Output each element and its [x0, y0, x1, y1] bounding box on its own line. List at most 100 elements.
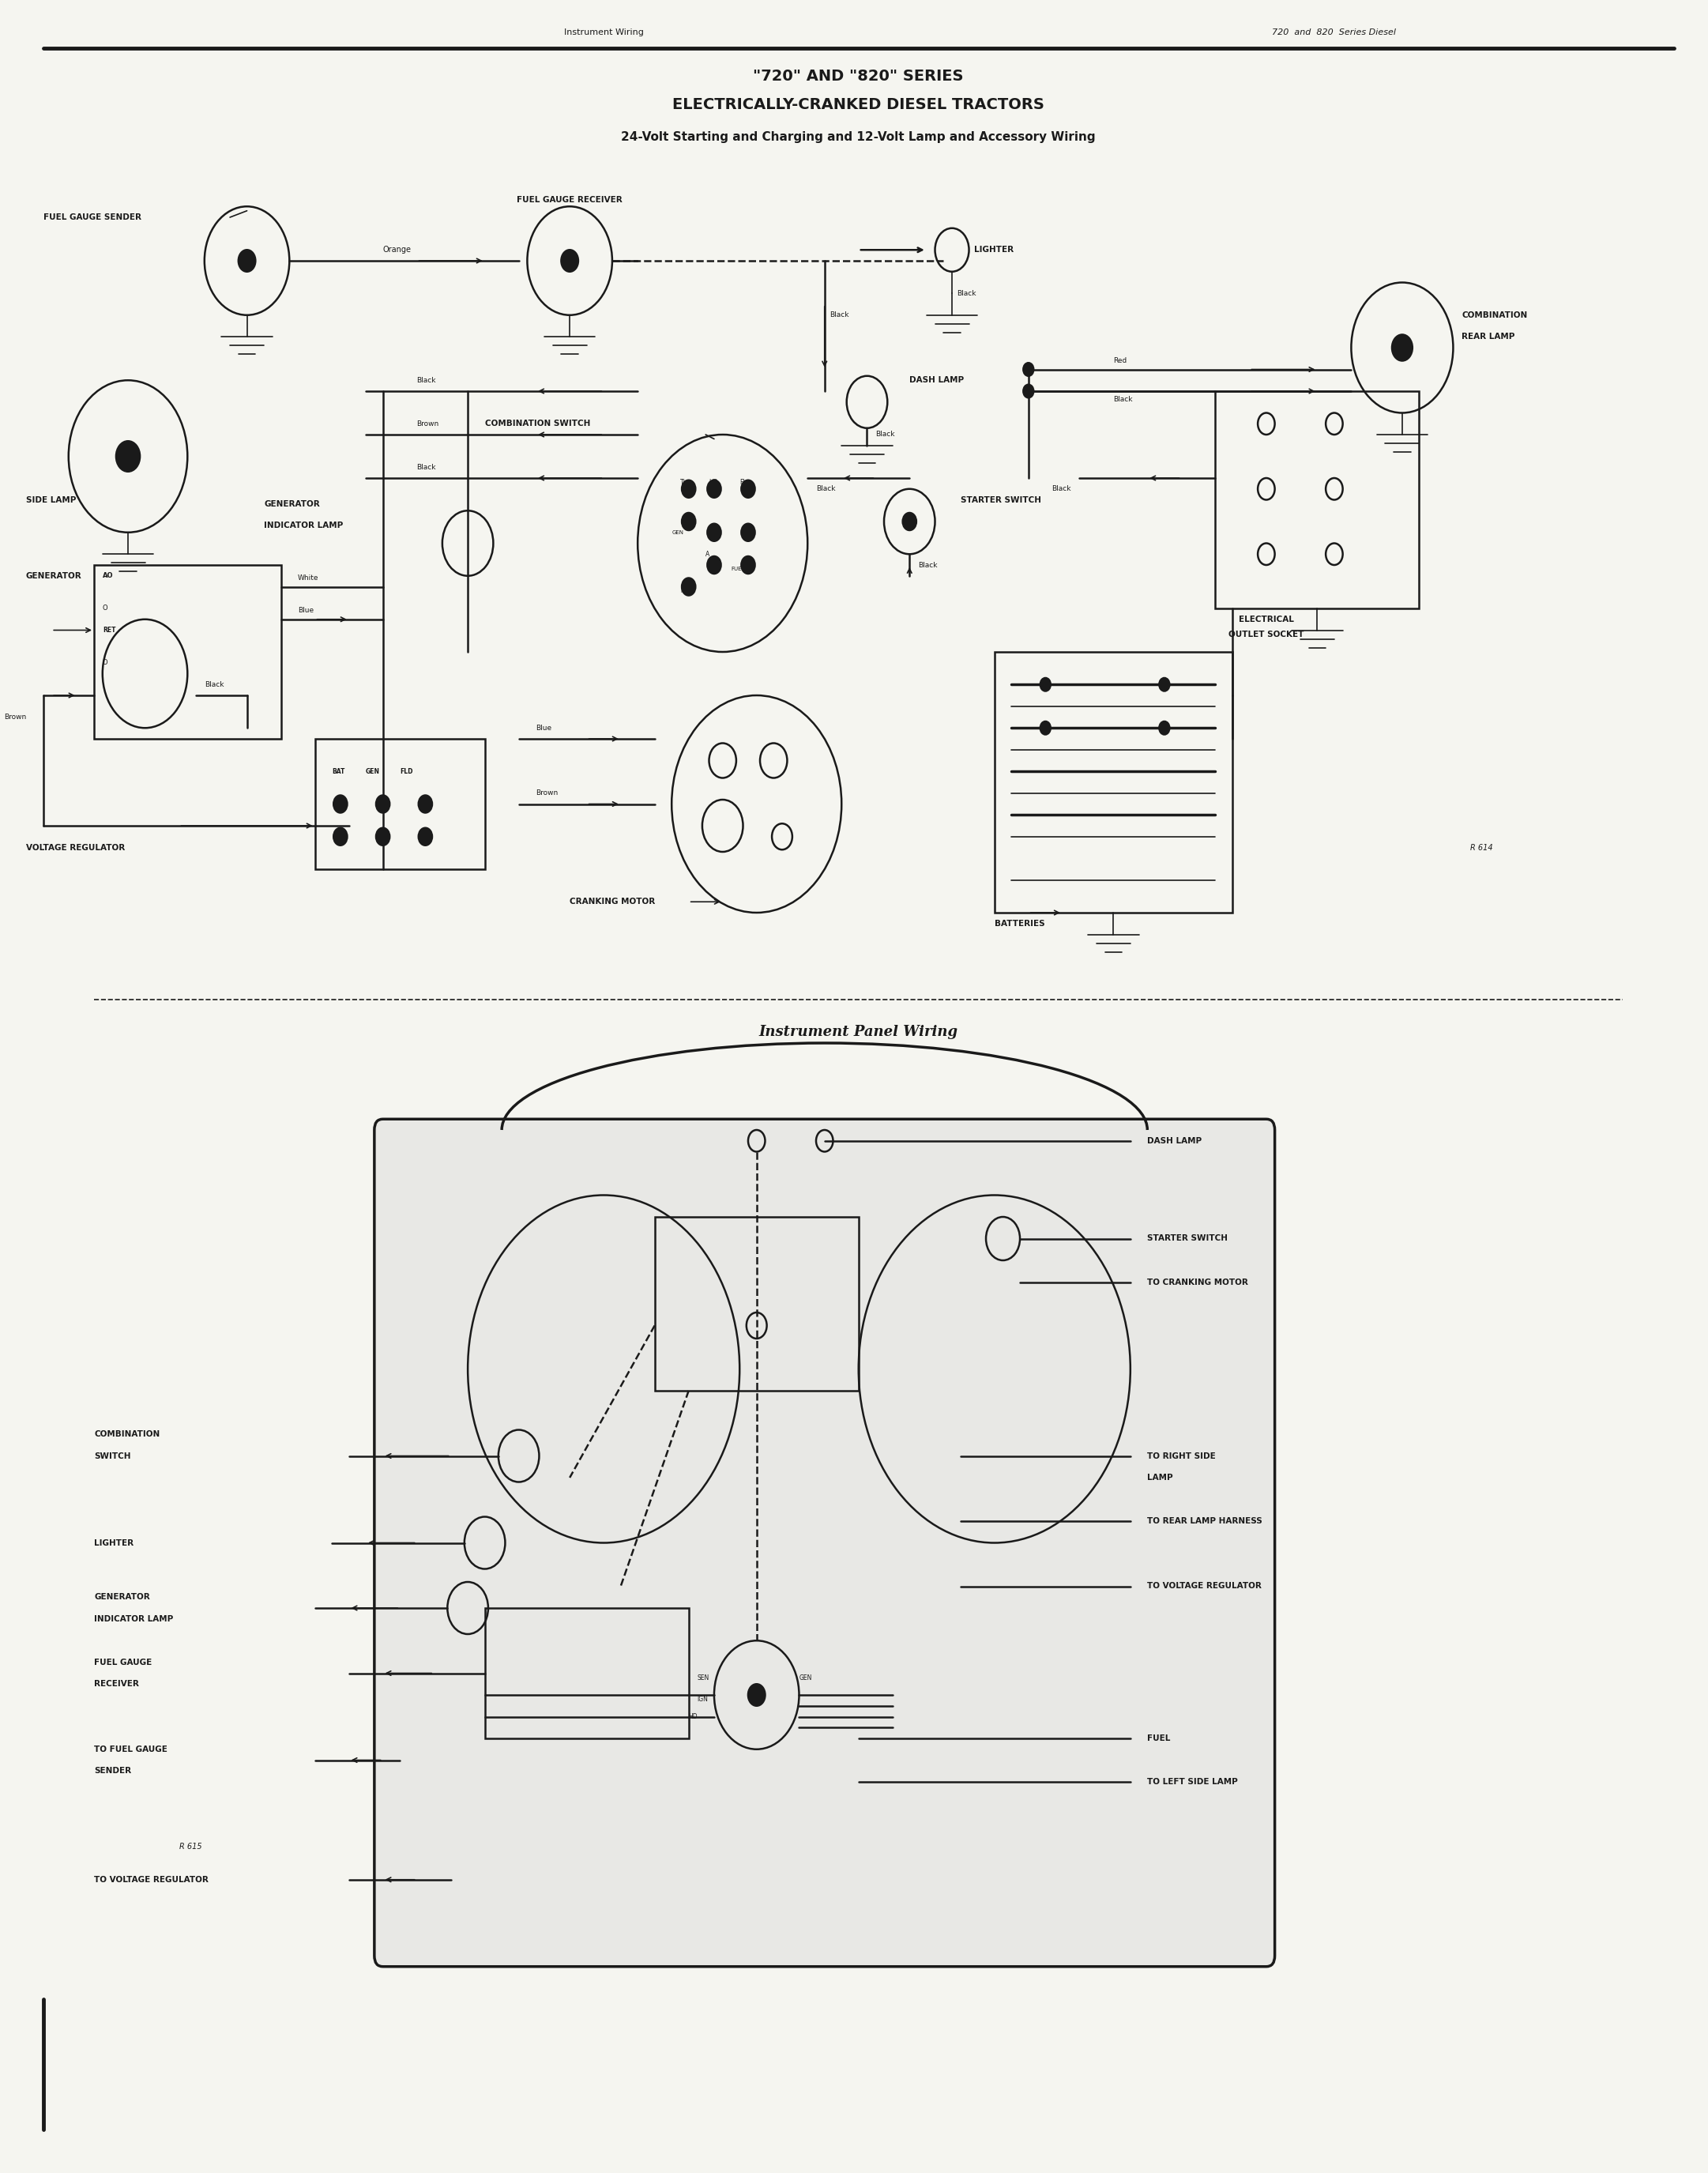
- Text: Black: Black: [1052, 485, 1071, 493]
- Circle shape: [707, 556, 721, 574]
- Text: RET: RET: [102, 626, 116, 635]
- Text: R 614: R 614: [1471, 843, 1493, 852]
- Circle shape: [681, 480, 695, 498]
- Text: FUEL GAUGE SENDER: FUEL GAUGE SENDER: [43, 213, 142, 222]
- Text: SENDER: SENDER: [94, 1767, 132, 1775]
- Text: Black: Black: [417, 376, 436, 385]
- Circle shape: [1160, 721, 1170, 734]
- Bar: [485, 1608, 688, 1738]
- Circle shape: [741, 480, 755, 498]
- Text: Brown: Brown: [536, 789, 559, 797]
- Circle shape: [741, 524, 755, 541]
- Text: FUEL GAUGE: FUEL GAUGE: [94, 1658, 152, 1667]
- Circle shape: [904, 513, 915, 530]
- Text: GEN: GEN: [671, 530, 683, 535]
- Circle shape: [418, 795, 432, 813]
- Text: TO VOLTAGE REGULATOR: TO VOLTAGE REGULATOR: [94, 1875, 208, 1884]
- Text: Blue: Blue: [297, 606, 314, 615]
- Text: Brown: Brown: [3, 713, 26, 721]
- Text: White: White: [297, 574, 319, 582]
- Text: SWITCH: SWITCH: [94, 1452, 132, 1460]
- Text: DASH LAMP: DASH LAMP: [909, 376, 963, 385]
- Text: A: A: [705, 550, 711, 558]
- Text: ELECTRICAL: ELECTRICAL: [1238, 615, 1295, 624]
- Circle shape: [1023, 363, 1033, 376]
- Text: Black: Black: [876, 430, 895, 439]
- Text: INDICATOR LAMP: INDICATOR LAMP: [94, 1615, 173, 1623]
- Text: LIGHTER: LIGHTER: [974, 246, 1013, 254]
- Text: HD: HD: [709, 478, 719, 487]
- Text: BATTERIES: BATTERIES: [994, 919, 1045, 928]
- Circle shape: [239, 250, 256, 272]
- Text: FUEL GAUGE RECEIVER: FUEL GAUGE RECEIVER: [518, 196, 622, 204]
- Text: OUTLET SOCKET: OUTLET SOCKET: [1228, 630, 1303, 639]
- Bar: [314, 739, 485, 869]
- Circle shape: [1160, 678, 1170, 691]
- Text: O: O: [102, 658, 108, 667]
- Bar: [94, 565, 280, 739]
- Text: COMBINATION: COMBINATION: [1462, 311, 1527, 319]
- Text: INDICATOR LAMP: INDICATOR LAMP: [265, 522, 343, 530]
- Text: Red: Red: [1114, 356, 1127, 365]
- Text: TL: TL: [680, 478, 687, 487]
- Text: STARTER SWITCH: STARTER SWITCH: [960, 495, 1042, 504]
- Circle shape: [681, 578, 695, 595]
- Circle shape: [1023, 385, 1033, 398]
- Text: Black: Black: [417, 463, 436, 472]
- Circle shape: [418, 828, 432, 845]
- Text: Instrument Panel Wiring: Instrument Panel Wiring: [758, 1026, 958, 1039]
- Text: GEN: GEN: [366, 767, 381, 776]
- Circle shape: [116, 441, 140, 472]
- Bar: [1216, 391, 1419, 608]
- Text: GENERATOR: GENERATOR: [94, 1593, 150, 1602]
- Text: SEN: SEN: [697, 1673, 709, 1682]
- Circle shape: [1392, 335, 1413, 361]
- Text: "720" AND "820" SERIES: "720" AND "820" SERIES: [753, 70, 963, 83]
- Text: O: O: [102, 604, 108, 613]
- FancyBboxPatch shape: [374, 1119, 1274, 1967]
- Circle shape: [681, 513, 695, 530]
- Circle shape: [741, 556, 755, 574]
- Text: Black: Black: [917, 561, 938, 569]
- Text: REAR LAMP: REAR LAMP: [1462, 332, 1515, 341]
- Text: DASH LAMP: DASH LAMP: [1148, 1136, 1202, 1145]
- Circle shape: [1040, 678, 1050, 691]
- Text: HD: HD: [688, 1712, 699, 1721]
- Text: BAT: BAT: [331, 767, 345, 776]
- Text: Orange: Orange: [383, 246, 412, 254]
- Text: GENERATOR: GENERATOR: [265, 500, 319, 508]
- Text: AO: AO: [102, 571, 113, 580]
- Text: TO FUEL GAUGE: TO FUEL GAUGE: [94, 1745, 167, 1754]
- Text: FL: FL: [740, 478, 746, 487]
- Circle shape: [562, 250, 579, 272]
- Text: ELECTRICALLY-CRANKED DIESEL TRACTORS: ELECTRICALLY-CRANKED DIESEL TRACTORS: [673, 98, 1045, 111]
- Text: TO LEFT SIDE LAMP: TO LEFT SIDE LAMP: [1148, 1778, 1238, 1786]
- Text: TO REAR LAMP HARNESS: TO REAR LAMP HARNESS: [1148, 1517, 1262, 1525]
- Text: FUEL: FUEL: [731, 567, 745, 571]
- Circle shape: [1040, 721, 1050, 734]
- Circle shape: [748, 1684, 765, 1706]
- Text: HDO: HDO: [680, 589, 693, 593]
- Circle shape: [707, 524, 721, 541]
- Text: FLD: FLD: [400, 767, 413, 776]
- Circle shape: [376, 828, 389, 845]
- Text: IGN: IGN: [697, 1695, 709, 1704]
- Text: Black: Black: [205, 680, 224, 689]
- Text: Black: Black: [830, 311, 849, 319]
- Text: LAMP: LAMP: [1148, 1473, 1173, 1482]
- Bar: [994, 652, 1231, 913]
- Circle shape: [707, 480, 721, 498]
- Text: TO CRANKING MOTOR: TO CRANKING MOTOR: [1148, 1278, 1249, 1286]
- Bar: [654, 1217, 859, 1391]
- Text: 24-Volt Starting and Charging and 12-Volt Lamp and Accessory Wiring: 24-Volt Starting and Charging and 12-Vol…: [622, 130, 1097, 143]
- Circle shape: [333, 828, 347, 845]
- Text: Black: Black: [816, 485, 835, 493]
- Text: 720  and  820  Series Diesel: 720 and 820 Series Diesel: [1272, 28, 1395, 37]
- Text: Black: Black: [1114, 395, 1132, 404]
- Text: GENERATOR: GENERATOR: [26, 571, 82, 580]
- Text: Black: Black: [956, 289, 977, 298]
- Text: TO VOLTAGE REGULATOR: TO VOLTAGE REGULATOR: [1148, 1582, 1262, 1591]
- Text: CRANKING MOTOR: CRANKING MOTOR: [570, 897, 656, 906]
- Text: Brown: Brown: [417, 419, 439, 428]
- Text: SIDE LAMP: SIDE LAMP: [26, 495, 77, 504]
